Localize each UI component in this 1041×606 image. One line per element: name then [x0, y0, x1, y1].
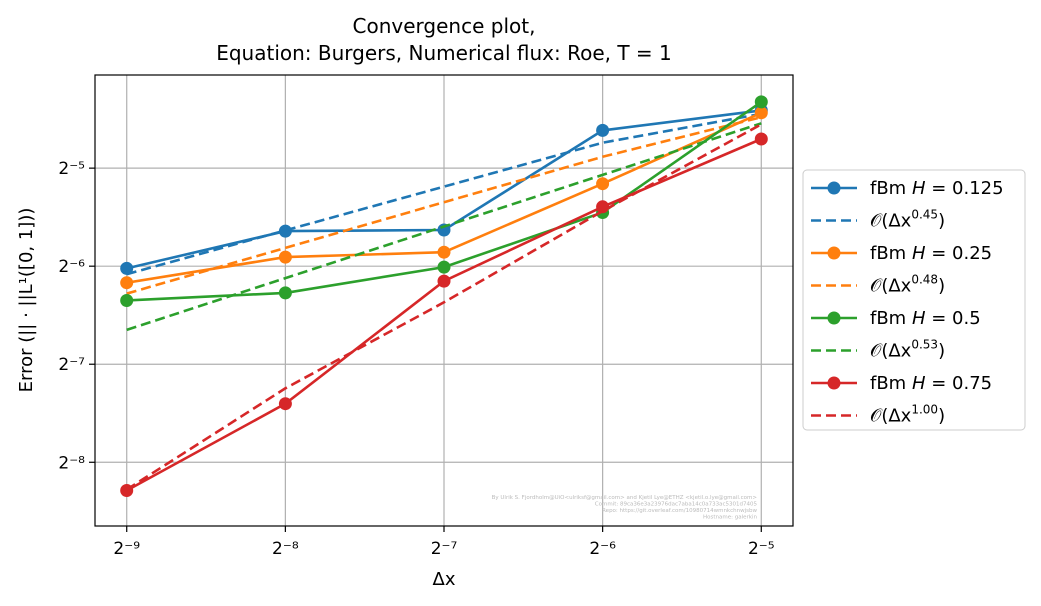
- legend-label: 𝒪(Δx0.53): [870, 338, 945, 362]
- series-path: [126, 123, 762, 491]
- data-point: [754, 95, 768, 109]
- series-path: [126, 112, 762, 276]
- data-point: [437, 274, 451, 288]
- legend-label: fBm H = 0.25: [870, 243, 992, 264]
- data-point: [596, 177, 610, 191]
- series-fit-line: [126, 115, 762, 295]
- data-point: [278, 397, 292, 411]
- x-axis-ticks: 2⁻⁹ 2⁻⁸ 2⁻⁷ 2⁻⁶ 2⁻⁵: [113, 526, 775, 559]
- data-point: [278, 286, 292, 300]
- series-measured-line: [120, 106, 768, 290]
- data-point: [754, 132, 768, 146]
- series-path: [126, 122, 762, 332]
- data-point: [754, 106, 768, 120]
- series-layer: [120, 95, 768, 497]
- data-point: [120, 294, 134, 307]
- grid-lines: [95, 75, 793, 526]
- y-tick-label: 2⁻⁷: [58, 355, 85, 375]
- y-tick-label: 2⁻⁶: [58, 257, 85, 277]
- series-fit-line: [126, 112, 762, 276]
- series-path: [126, 115, 762, 295]
- x-axis-label: Δx: [433, 569, 456, 590]
- series-fit-line: [126, 123, 762, 491]
- chart-title-line-1: Convergence plot,: [353, 14, 536, 38]
- y-tick-label: 2⁻⁵: [58, 159, 85, 179]
- data-point: [437, 260, 451, 274]
- x-tick-label: 2⁻⁸: [272, 539, 299, 559]
- watermark-line: Repo: https://git.overleaf.com/10980714w…: [602, 508, 757, 514]
- series-fit-line: [126, 122, 762, 332]
- legend-swatch-marker: [827, 376, 841, 390]
- legend-label: 𝒪(Δx0.48): [870, 273, 945, 297]
- x-tick-label: 2⁻⁵: [748, 539, 775, 559]
- data-point: [596, 123, 610, 137]
- x-tick-label: 2⁻⁶: [589, 539, 616, 559]
- x-tick-label: 2⁻⁷: [431, 539, 458, 559]
- data-point: [437, 245, 451, 259]
- data-point: [120, 276, 134, 290]
- legend-label: fBm H = 0.125: [870, 178, 1004, 199]
- legend-label: fBm H = 0.75: [870, 373, 992, 394]
- y-axis-ticks: 2⁻⁸ 2⁻⁷ 2⁻⁶ 2⁻⁵: [58, 159, 95, 473]
- legend-swatch-marker: [827, 311, 841, 325]
- legend-label: fBm H = 0.5: [870, 308, 981, 329]
- data-point: [120, 261, 134, 275]
- watermark-line: Commit: 89ca36e3a23976dac7aba14c0a733ac5…: [595, 502, 758, 508]
- series-measured-line: [120, 132, 768, 497]
- watermark-line: By Ulrik S. Fjordholm@UiO<ulriksf@gmail.…: [492, 495, 758, 501]
- legend-label: 𝒪(Δx0.45): [870, 208, 945, 232]
- watermark: By Ulrik S. Fjordholm@UiO<ulriksf@gmail.…: [492, 495, 758, 521]
- data-point: [278, 224, 292, 238]
- legend-swatch-marker: [827, 181, 841, 195]
- legend: fBm H = 0.125 𝒪(Δx0.45) fBm H = 0.25 𝒪(Δx0.…: [802, 169, 1026, 431]
- legend-box: [802, 169, 1026, 431]
- data-point: [596, 200, 610, 214]
- y-tick-label: 2⁻⁸: [58, 453, 85, 473]
- y-axis-label: Error (|| · ||L¹([0, 1])): [16, 208, 37, 393]
- data-point: [278, 250, 292, 264]
- legend-label: 𝒪(Δx1.00): [870, 403, 945, 427]
- x-tick-label: 2⁻⁹: [113, 539, 140, 559]
- watermark-line: Hostname: galerkin: [703, 515, 757, 521]
- chart-title-line-2: Equation: Burgers, Numerical flux: Roe, …: [216, 41, 672, 65]
- legend-swatch-marker: [827, 246, 841, 260]
